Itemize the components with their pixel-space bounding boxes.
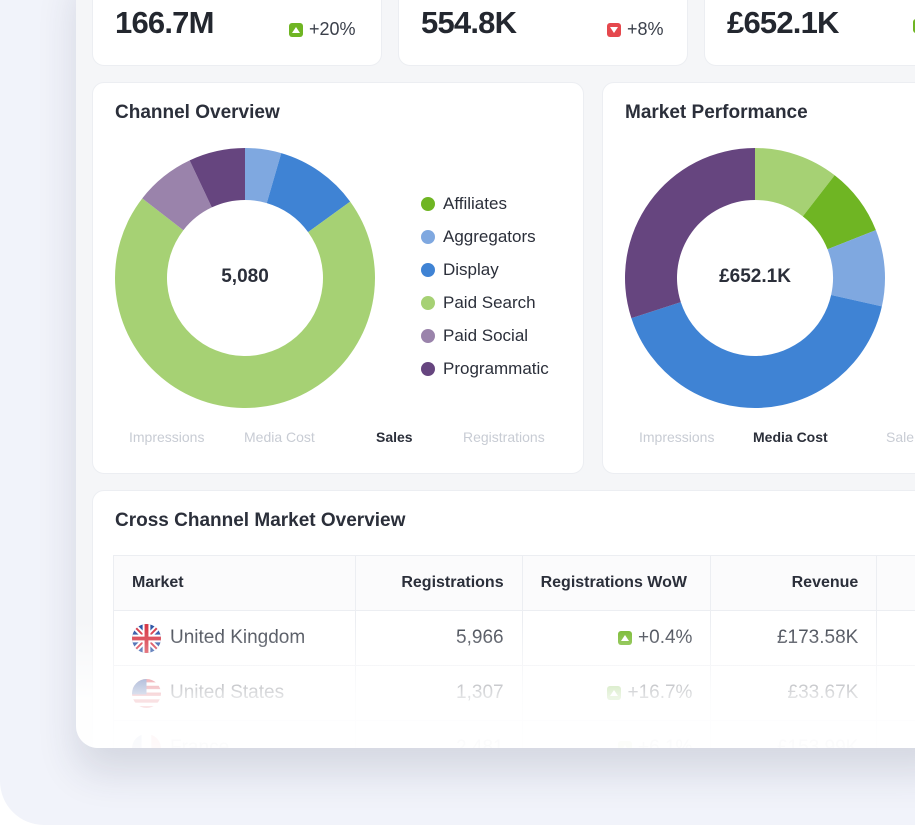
trend-up-icon <box>607 685 622 700</box>
wow-value: +16.7% <box>627 682 693 703</box>
donut-slice-programmatic[interactable] <box>189 148 245 208</box>
donut-center-value: £652.1K <box>719 266 791 287</box>
legend-item-paid-social[interactable]: Paid Social <box>421 319 549 352</box>
legend-label: Paid Social <box>443 325 529 345</box>
trend-up-icon <box>913 19 915 33</box>
wow-value: +6.1% <box>638 737 693 748</box>
kpi-card-registrations: 554.8K +8% <box>398 0 688 66</box>
tab-media-cost[interactable]: Media Cost <box>753 429 828 445</box>
cross-channel-card: Cross Channel Market Overview Market Reg… <box>92 490 915 748</box>
dashboard-window: 166.7M +20% 554.8K +8% £652.1K Channel O… <box>76 0 915 748</box>
chart-legend: Affiliates Aggregators Display Paid Sear… <box>421 187 549 385</box>
kpi-card-impressions: 166.7M +20% <box>92 0 382 66</box>
table-header-row: Market Registrations Registrations WoW R… <box>112 555 915 611</box>
table-row[interactable]: United Kingdom 5,966 +0.4% £173.58K <box>112 610 915 666</box>
legend-item-affiliates[interactable]: Affiliates <box>421 187 549 220</box>
market-name: France <box>170 737 230 748</box>
legend-dot <box>421 229 435 244</box>
column-header-registrations[interactable]: Registrations <box>355 555 523 611</box>
donut-slice-4[interactable] <box>625 148 755 319</box>
legend-item-programmatic[interactable]: Programmatic <box>421 352 549 385</box>
column-header-registrations-wow[interactable]: Registrations WoW <box>521 555 712 611</box>
table-row[interactable]: France 2,481 +6.1% £153.99K <box>112 720 915 748</box>
legend-dot <box>421 196 435 211</box>
revenue-cell: £153.99K <box>710 720 878 748</box>
donut-slice-1[interactable] <box>802 175 876 250</box>
market-name: United Kingdom <box>170 627 306 648</box>
market-name: United States <box>170 682 285 703</box>
channel-overview-card: Channel Overview 5,080 Affiliates Aggreg… <box>92 82 584 474</box>
kpi-value: £652.1K <box>727 5 839 40</box>
market-cell: France <box>112 720 357 748</box>
donut-center-value: 5,080 <box>221 266 269 287</box>
market-donut-chart <box>625 148 885 408</box>
kpi-change: +8% <box>607 19 664 40</box>
tab-sales[interactable]: Sales <box>376 429 413 445</box>
revenue-cell: £173.58K <box>710 610 878 666</box>
table-row[interactable]: United States 1,307 +16.7% £33.67K <box>112 665 915 721</box>
revenue-cell: £33.67K <box>710 665 878 721</box>
card-title: Cross Channel Market Overview <box>115 510 406 531</box>
column-header-market[interactable]: Market <box>112 555 357 611</box>
card-title: Market Performance <box>625 102 808 123</box>
market-cell: United States <box>112 665 357 721</box>
trend-up-icon <box>618 630 633 645</box>
market-cell: United Kingdom <box>112 610 357 666</box>
legend-label: Affiliates <box>443 193 507 213</box>
legend-dot <box>421 328 435 343</box>
legend-label: Display <box>443 259 499 279</box>
registrations-cell: 5,966 <box>355 610 523 666</box>
wow-value: +0.4% <box>638 627 693 648</box>
trend-up-icon <box>618 740 633 748</box>
legend-label: Programmatic <box>443 358 549 378</box>
extra-cell <box>876 720 915 748</box>
trend-down-icon <box>607 22 621 37</box>
donut-slice-2[interactable] <box>827 230 885 307</box>
legend-dot <box>421 295 435 310</box>
extra-cell <box>876 610 915 666</box>
tab-impressions[interactable]: Impressions <box>639 429 715 445</box>
kpi-value: 554.8K <box>421 5 517 40</box>
registrations-cell: 2,481 <box>355 720 523 748</box>
market-performance-card: Market Performance £652.1K Impressions M… <box>602 82 915 474</box>
donut-slice-3[interactable] <box>631 295 882 408</box>
column-header-revenue[interactable]: Revenue <box>710 555 878 611</box>
france-flag-icon <box>132 733 161 748</box>
donut-slice-paid-social[interactable] <box>142 160 212 231</box>
donut-slice-paid-search[interactable] <box>115 198 375 408</box>
trend-up-icon <box>289 22 303 37</box>
extra-cell <box>876 665 915 721</box>
legend-dot <box>421 361 435 376</box>
legend-label: Paid Search <box>443 292 536 312</box>
legend-dot <box>421 262 435 277</box>
wow-cell: +16.7% <box>521 665 712 721</box>
kpi-change <box>913 19 915 33</box>
tab-media-cost[interactable]: Media Cost <box>244 429 315 445</box>
channel-donut-chart <box>115 148 375 408</box>
kpi-change: +20% <box>289 19 356 40</box>
donut-slice-0[interactable] <box>755 148 835 217</box>
kpi-change-value: +8% <box>627 19 664 39</box>
us-flag-icon <box>132 678 161 708</box>
kpi-card-revenue: £652.1K <box>704 0 915 66</box>
market-table: Market Registrations Registrations WoW R… <box>112 555 915 748</box>
uk-flag-icon <box>132 623 161 653</box>
legend-label: Aggregators <box>443 226 536 246</box>
kpi-change-value: +20% <box>309 19 356 39</box>
donut-slice-display[interactable] <box>266 153 351 233</box>
registrations-cell: 1,307 <box>355 665 523 721</box>
kpi-value: 166.7M <box>115 5 214 40</box>
legend-item-paid-search[interactable]: Paid Search <box>421 286 549 319</box>
column-header-extra <box>876 555 915 611</box>
donut-slice-aggregators[interactable] <box>245 148 282 204</box>
legend-item-display[interactable]: Display <box>421 253 549 286</box>
card-title: Channel Overview <box>115 102 280 123</box>
tab-impressions[interactable]: Impressions <box>129 429 205 445</box>
legend-item-aggregators[interactable]: Aggregators <box>421 220 549 253</box>
tab-sale[interactable]: Sale <box>886 429 915 445</box>
tab-registrations[interactable]: Registrations <box>463 429 545 445</box>
wow-cell: +0.4% <box>521 610 712 666</box>
wow-cell: +6.1% <box>521 720 712 748</box>
